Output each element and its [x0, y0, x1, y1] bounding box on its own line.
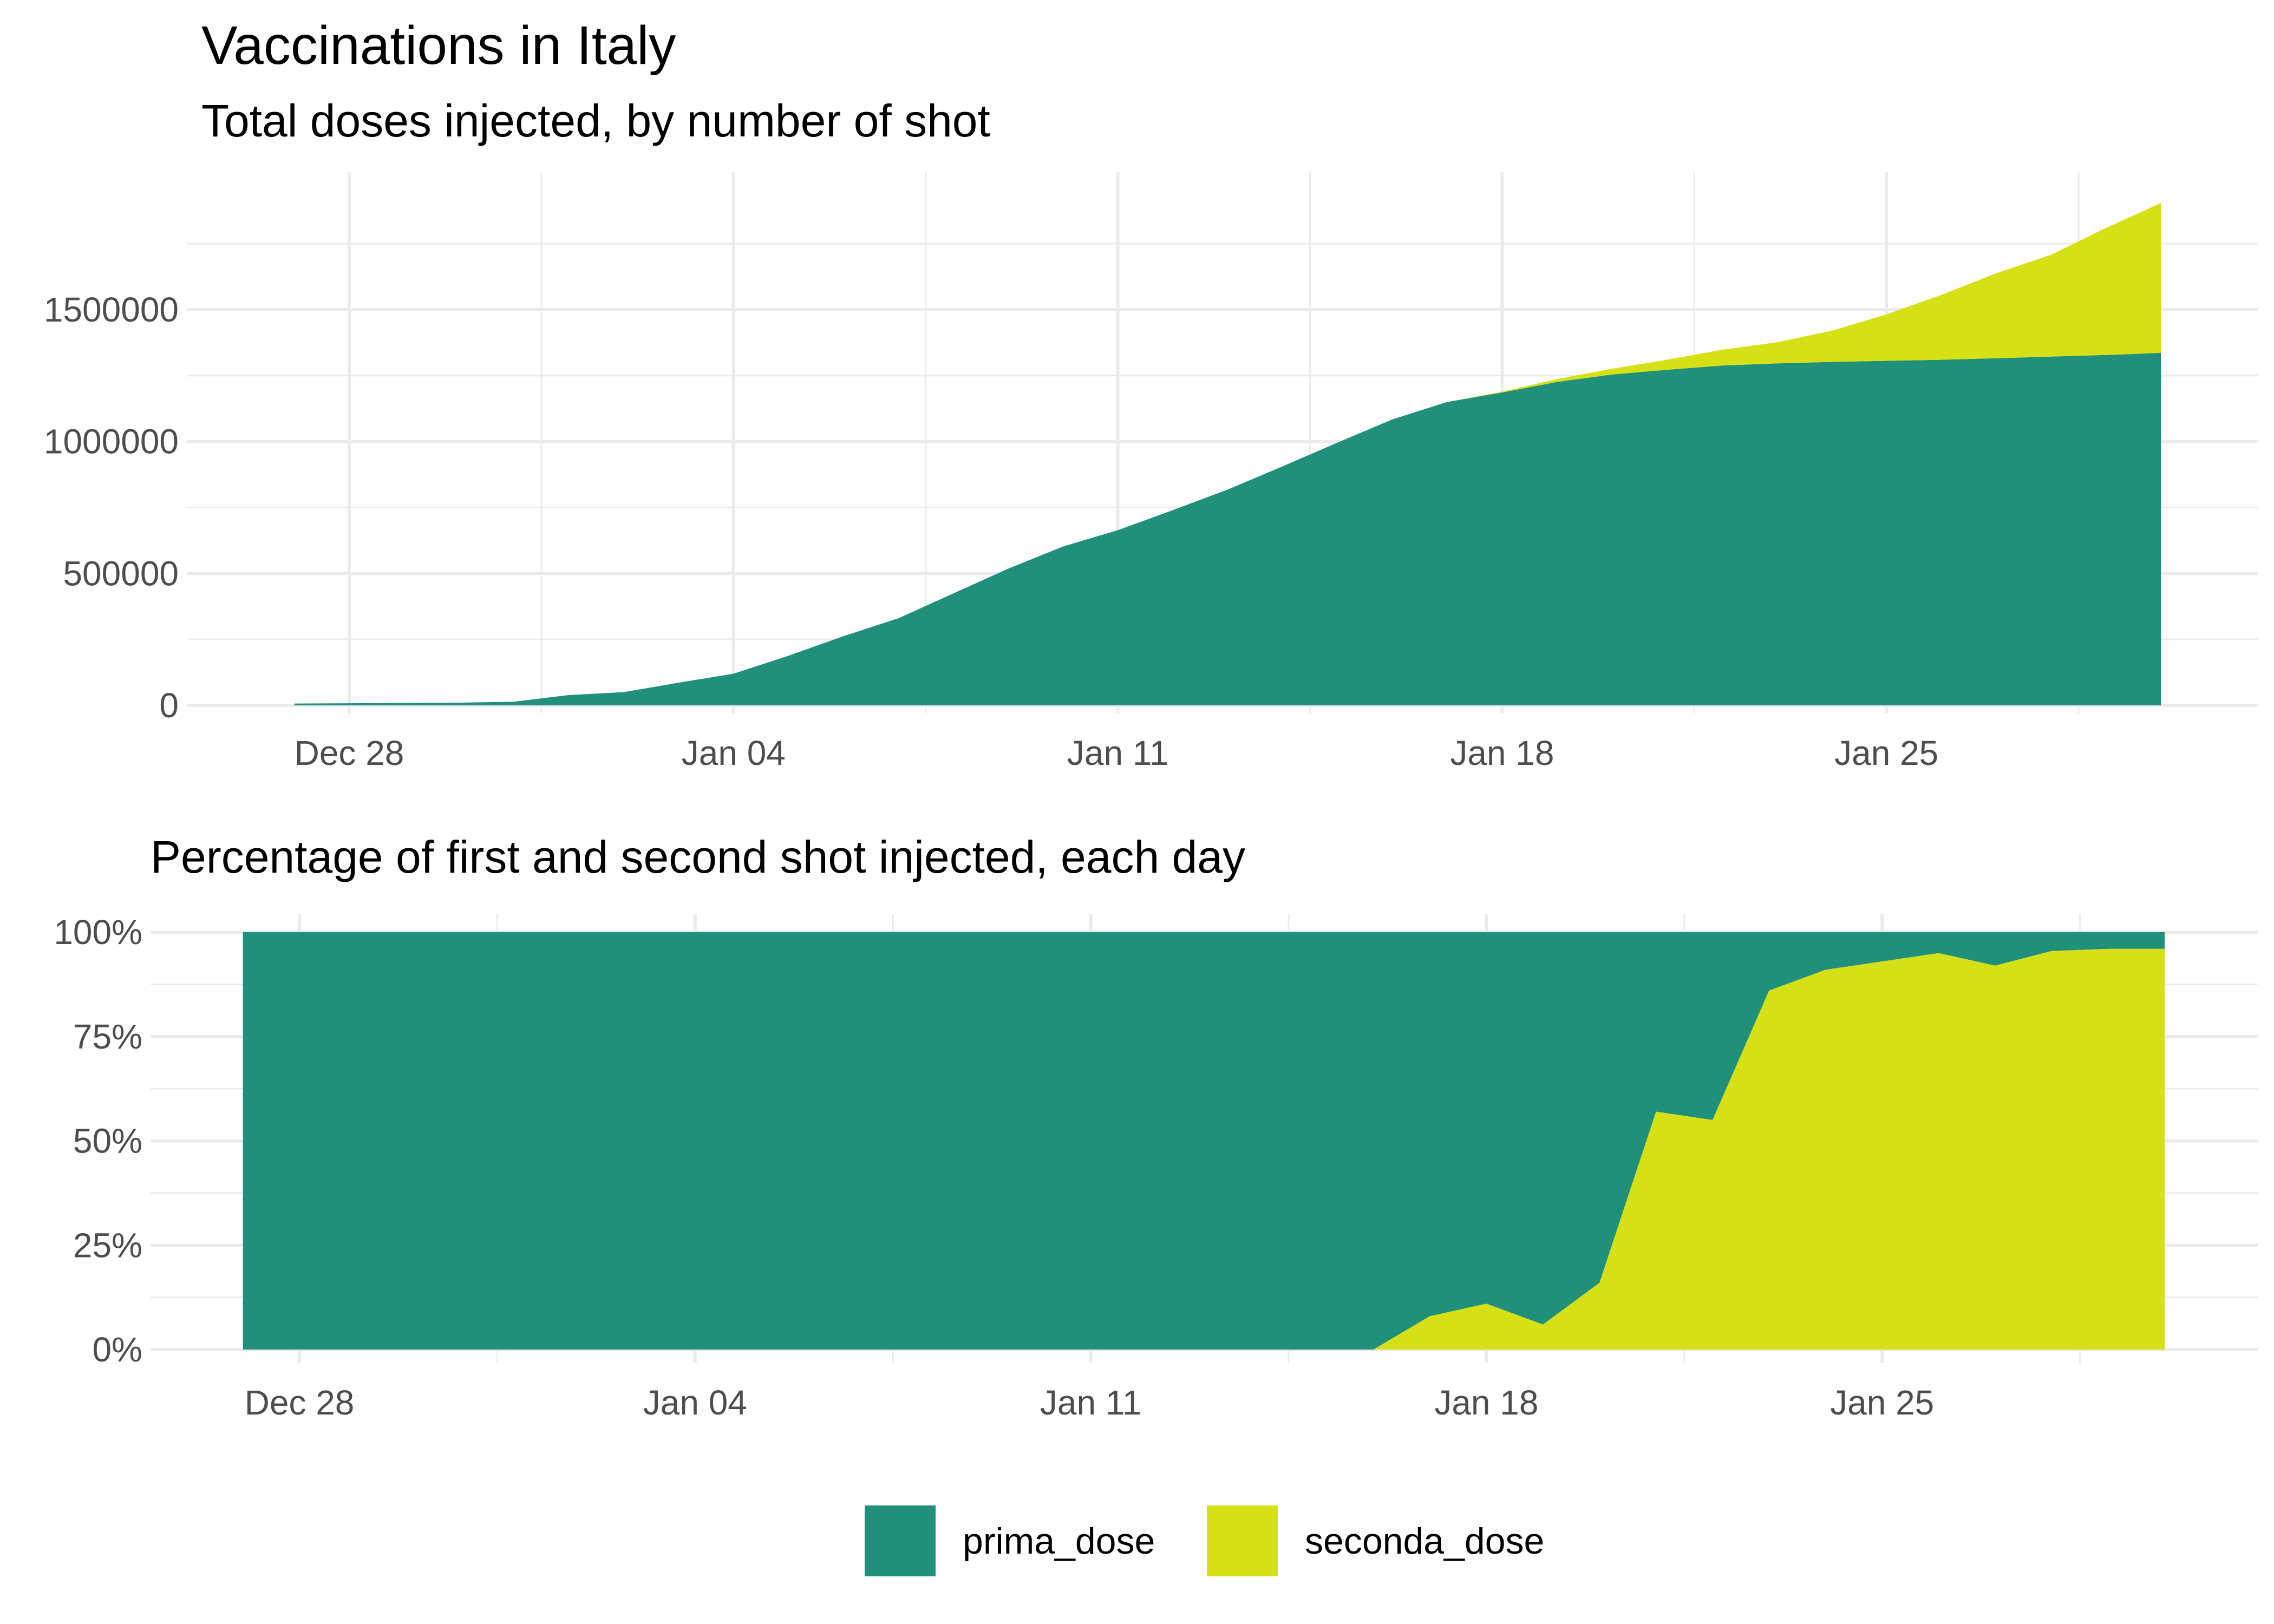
area-prima-dose [243, 932, 2165, 1350]
legend-label-prima-dose: prima_dose [963, 1521, 1155, 1562]
panel-1-areas [294, 203, 2161, 705]
x-tick-label-jan-11: Jan 11 [1040, 1383, 1141, 1422]
y-tick-label-50: 50% [73, 1122, 142, 1161]
area-prima-dose [294, 352, 2161, 705]
area-seconda-dose [243, 948, 2165, 1350]
legend: prima_dose seconda_dose [865, 1505, 1544, 1576]
x-tick-label-jan-18: Jan 18 [1450, 734, 1554, 772]
panel-2-areas [243, 932, 2165, 1350]
x-tick-label-jan-04: Jan 04 [682, 734, 786, 772]
x-tick-label-jan-04: Jan 04 [643, 1383, 747, 1422]
x-tick-label-dec-28: Dec 28 [245, 1383, 355, 1422]
x-tick-label-jan-18: Jan 18 [1434, 1383, 1538, 1422]
panel-2-x-tick-labels: Dec 28 Jan 04 Jan 11 Jan 18 Jan 25 [245, 1383, 1935, 1422]
y-tick-label-100: 100% [54, 913, 142, 952]
y-tick-label-1500000: 1500000 [44, 290, 179, 329]
panel-1-y-tick-labels: 0 500000 1000000 1500000 [44, 290, 179, 725]
y-tick-label-1000000: 1000000 [44, 422, 179, 461]
panel-total-doses: Total doses injected, by number of shot … [44, 95, 2258, 772]
panel-2-subtitle: Percentage of first and second shot inje… [151, 831, 1245, 882]
y-tick-label-0: 0% [93, 1330, 143, 1369]
panel-1-subtitle: Total doses injected, by number of shot [201, 95, 990, 146]
panel-1-x-tick-labels: Dec 28 Jan 04 Jan 11 Jan 18 Jan 25 [295, 734, 1939, 772]
legend-key-prima-dose [865, 1505, 936, 1576]
x-tick-label-jan-25: Jan 25 [1830, 1383, 1934, 1422]
x-tick-label-jan-25: Jan 25 [1834, 734, 1938, 772]
y-tick-label-500000: 500000 [63, 554, 179, 593]
x-tick-label-dec-28: Dec 28 [295, 734, 404, 772]
chart-title: Vaccinations in Italy [201, 15, 676, 76]
x-tick-label-jan-11: Jan 11 [1067, 734, 1168, 772]
panel-2-y-tick-labels: 0% 25% 50% 75% 100% [54, 913, 142, 1369]
panel-daily-percentage: Percentage of first and second shot inje… [54, 831, 2258, 1422]
y-tick-label-75: 75% [73, 1017, 142, 1056]
y-tick-label-25: 25% [73, 1226, 142, 1265]
legend-label-seconda-dose: seconda_dose [1305, 1521, 1544, 1562]
legend-key-seconda-dose [1207, 1505, 1278, 1576]
y-tick-label-0: 0 [159, 686, 179, 725]
